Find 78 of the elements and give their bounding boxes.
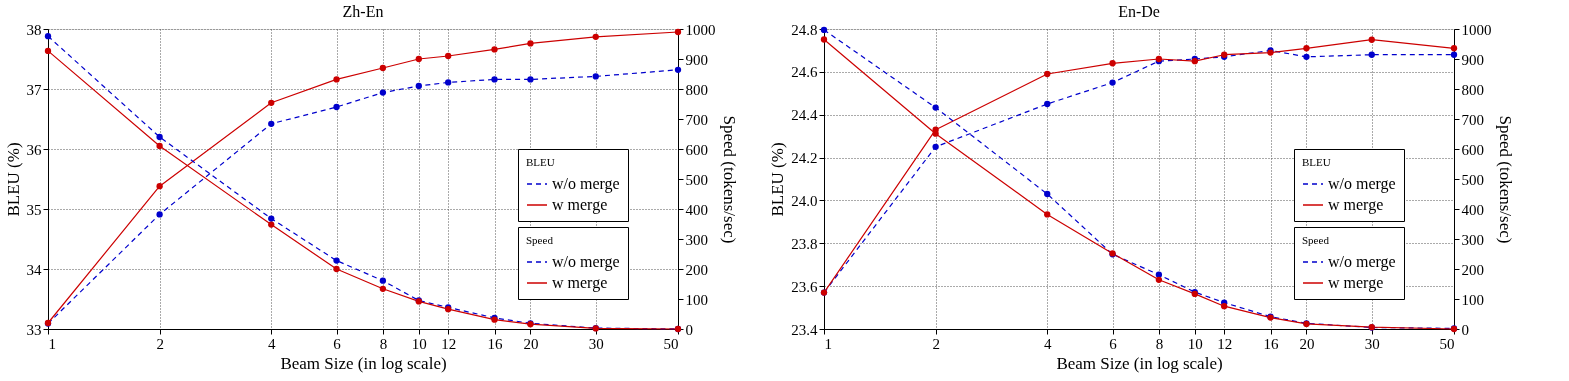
chart-title: En-De [1118, 3, 1160, 20]
x-tick-label: 8 [379, 335, 388, 352]
text: BLEU [526, 156, 555, 168]
x-tick-label: 16 [487, 335, 503, 352]
y2-tick-label: 900 [685, 51, 708, 68]
x-tick-label: 10 [411, 335, 427, 352]
y-tick-label: 38 [26, 21, 42, 38]
y-tick-label: 35 [26, 201, 42, 218]
legend-label: w/o merge [1328, 253, 1396, 271]
y-tick-label: 24.4 [791, 107, 818, 124]
y-tick-label: 24.6 [791, 64, 818, 81]
legend-label: w merge [1328, 196, 1384, 214]
y2-axis-title: Speed (tokens/sec) [719, 115, 739, 244]
y2-tick-label: 800 [685, 81, 708, 98]
y2-tick-label: 1000 [1461, 21, 1492, 38]
x-tick-label: 30 [588, 335, 604, 352]
x-tick-label: 20 [1299, 335, 1315, 352]
y2-tick-label: 700 [685, 111, 708, 128]
y2-tick-label: 800 [1461, 81, 1484, 98]
y2-tick-label: 400 [685, 201, 708, 218]
y-tick-label: 23.6 [791, 278, 818, 295]
y-axis-title: BLEU (%) [768, 142, 788, 217]
x-tick-label: 30 [1364, 335, 1380, 352]
y2-tick-label: 500 [1461, 171, 1484, 188]
legend-label: w merge [1328, 274, 1384, 292]
y-tick-label: 24.8 [791, 21, 818, 38]
legend-label: w merge [552, 196, 608, 214]
y-tick-label: 33 [26, 321, 42, 338]
legend-label: w merge [552, 274, 608, 292]
y-tick-label: 24.0 [791, 192, 818, 209]
y2-tick-label: 0 [685, 321, 693, 338]
y2-tick-label: 700 [1461, 111, 1484, 128]
x-tick-label: 10 [1187, 335, 1203, 352]
y2-tick-label: 0 [1461, 321, 1469, 338]
legend-label: w/o merge [1328, 175, 1396, 193]
text: Speed [1302, 234, 1329, 246]
y2-tick-label: 1000 [685, 21, 716, 38]
x-tick-label: 12 [1217, 335, 1233, 352]
y2-tick-label: 600 [685, 141, 708, 158]
y-tick-label: 36 [26, 141, 42, 158]
y2-tick-label: 300 [1461, 231, 1484, 248]
y2-tick-label: 100 [685, 291, 708, 308]
y-tick-label: 37 [26, 81, 42, 98]
x-tick-label: 16 [1263, 335, 1279, 352]
x-tick-label: 6 [333, 335, 342, 352]
x-axis-title: Beam Size (in log scale) [280, 353, 447, 373]
x-axis-title: Beam Size (in log scale) [1056, 353, 1223, 373]
x-tick-label: 2 [156, 335, 164, 352]
x-tick-label: 4 [1044, 335, 1052, 352]
x-tick-label: 2 [932, 335, 940, 352]
x-tick-label: 1 [824, 335, 832, 352]
y2-tick-label: 400 [1461, 201, 1484, 218]
x-tick-label: 6 [1109, 335, 1118, 352]
y2-tick-label: 200 [1461, 261, 1484, 278]
y2-tick-label: 900 [1461, 51, 1484, 68]
x-tick-label: 8 [1155, 335, 1164, 352]
y2-tick-label: 600 [1461, 141, 1484, 158]
x-tick-label: 50 [1439, 335, 1455, 352]
y-tick-label: 34 [26, 261, 42, 278]
y2-tick-label: 500 [685, 171, 708, 188]
legend-label: w/o merge [552, 175, 620, 193]
y2-tick-label: 100 [1461, 291, 1484, 308]
y-tick-label: 23.8 [791, 235, 818, 252]
y2-tick-label: 200 [685, 261, 708, 278]
x-tick-label: 4 [268, 335, 276, 352]
text: Speed [526, 234, 553, 246]
text: BLEU [1302, 156, 1331, 168]
y-axis-title: BLEU (%) [3, 142, 23, 217]
y2-axis-title: Speed (tokens/sec) [1495, 115, 1515, 244]
x-tick-label: 50 [663, 335, 679, 352]
y-tick-label: 24.2 [791, 150, 818, 167]
legend-label: w/o merge [552, 253, 620, 271]
x-tick-label: 12 [441, 335, 457, 352]
y2-tick-label: 300 [685, 231, 708, 248]
x-tick-label: 1 [48, 335, 56, 352]
y-tick-label: 23.4 [791, 321, 818, 338]
chart-title: Zh-En [342, 3, 384, 20]
x-tick-label: 20 [523, 335, 539, 352]
